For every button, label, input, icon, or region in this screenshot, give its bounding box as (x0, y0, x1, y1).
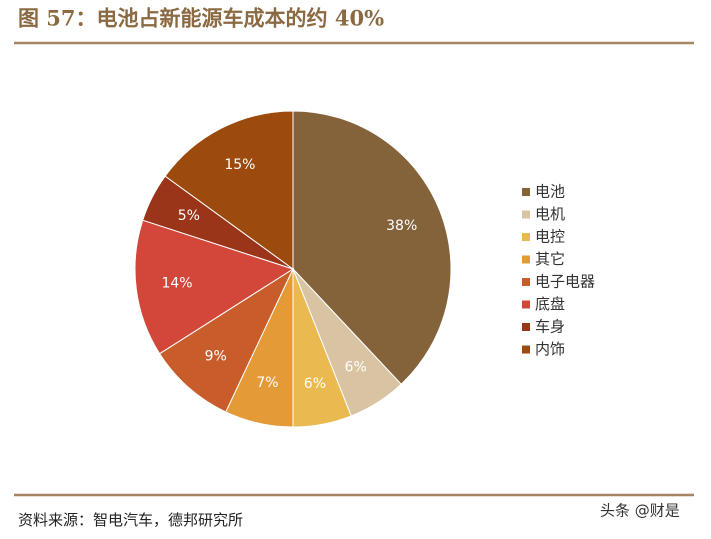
legend-label: 电控 (535, 228, 565, 246)
legend-label: 底盘 (535, 295, 565, 313)
pie-slice (164, 110, 294, 270)
legend-label: 电子电器 (535, 273, 595, 291)
pie-slice (158, 267, 295, 413)
legend-label: 车身 (535, 318, 565, 336)
data-label: 14% (161, 276, 192, 292)
legend-label: 其它 (535, 250, 565, 268)
data-label: 7% (256, 375, 278, 391)
legend-label: 内饰 (535, 340, 565, 358)
legend-swatch (522, 278, 530, 286)
data-label: 38% (386, 218, 417, 234)
legend-swatch (522, 233, 530, 241)
legend-swatch (522, 188, 530, 196)
legend-label: 电池 (535, 183, 565, 201)
data-label: 6% (345, 360, 367, 376)
legend-label: 电机 (535, 205, 565, 223)
pie: 38% 6% 6% 7% 9% 14% 5% 15% (134, 110, 452, 428)
legend-swatch (522, 345, 530, 354)
legend-swatch (522, 210, 530, 219)
data-label: 15% (224, 157, 255, 173)
data-label: 6% (304, 376, 326, 392)
legend-swatch (522, 255, 530, 264)
pie-slice (292, 110, 452, 385)
data-label: 9% (205, 349, 227, 365)
watermark: 头条 @财是 (600, 502, 680, 520)
source: 资料来源：智电汽车，德邦研究所 (18, 511, 243, 529)
legend-swatch (522, 300, 530, 309)
pie-slice (134, 219, 295, 355)
chart-title: 图 57：电池占新能源车成本的约 40% (18, 6, 384, 31)
data-label: 5% (178, 208, 200, 224)
legend-swatch (522, 323, 530, 331)
